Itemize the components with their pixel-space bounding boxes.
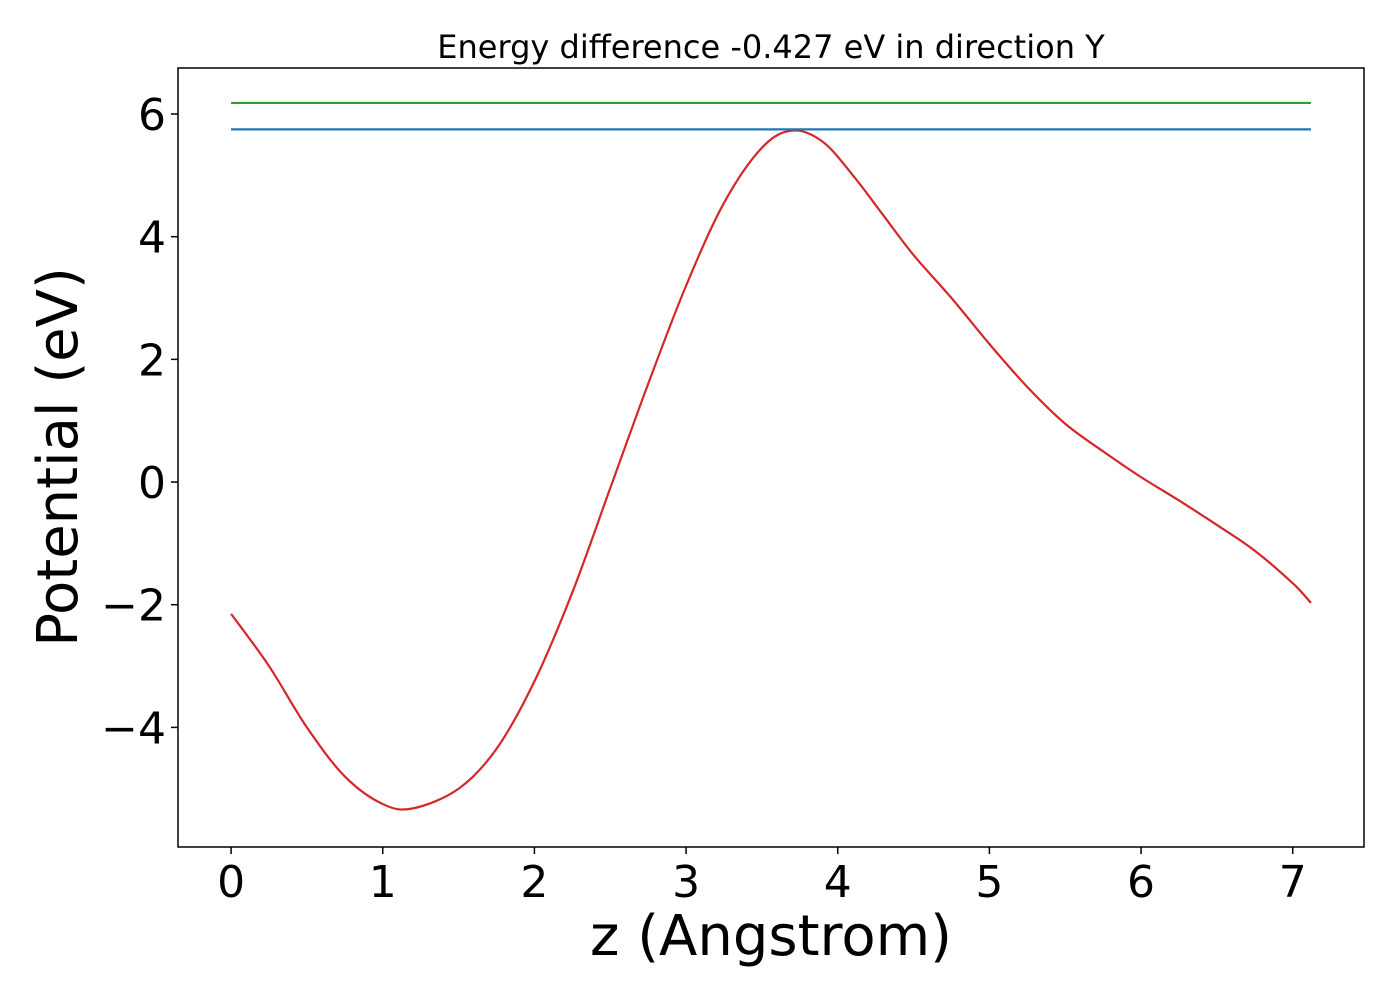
x-tick-label: 5	[975, 857, 1003, 908]
chart-title: Energy difference -0.427 eV in direction…	[437, 28, 1105, 66]
x-tick-label: 3	[672, 857, 700, 908]
y-tick-label: 4	[138, 213, 166, 264]
y-tick-label: 0	[138, 458, 166, 509]
y-tick-label: 2	[138, 335, 166, 386]
x-tick-label: 7	[1279, 857, 1307, 908]
y-axis-label: Potential (eV)	[26, 267, 91, 647]
plot-frame	[177, 67, 1365, 848]
x-tick-label: 4	[824, 857, 852, 908]
y-tick-label: −4	[101, 703, 166, 754]
x-tick-label: 6	[1127, 857, 1155, 908]
x-tick-label: 2	[520, 857, 548, 908]
x-axis-label: z (Angstrom)	[590, 904, 952, 969]
y-tick-label: −2	[101, 581, 166, 632]
y-tick-label: 6	[138, 90, 166, 141]
plot-area	[230, 101, 1312, 811]
x-tick-label: 0	[217, 857, 245, 908]
x-tick-label: 1	[369, 857, 397, 908]
y-axis-ticks: −4 −2 0 2 4 6	[101, 90, 178, 754]
series-line-1	[230, 129, 1312, 811]
x-axis-ticks: 0 1 2 3 4 5 6 7	[217, 847, 1307, 908]
